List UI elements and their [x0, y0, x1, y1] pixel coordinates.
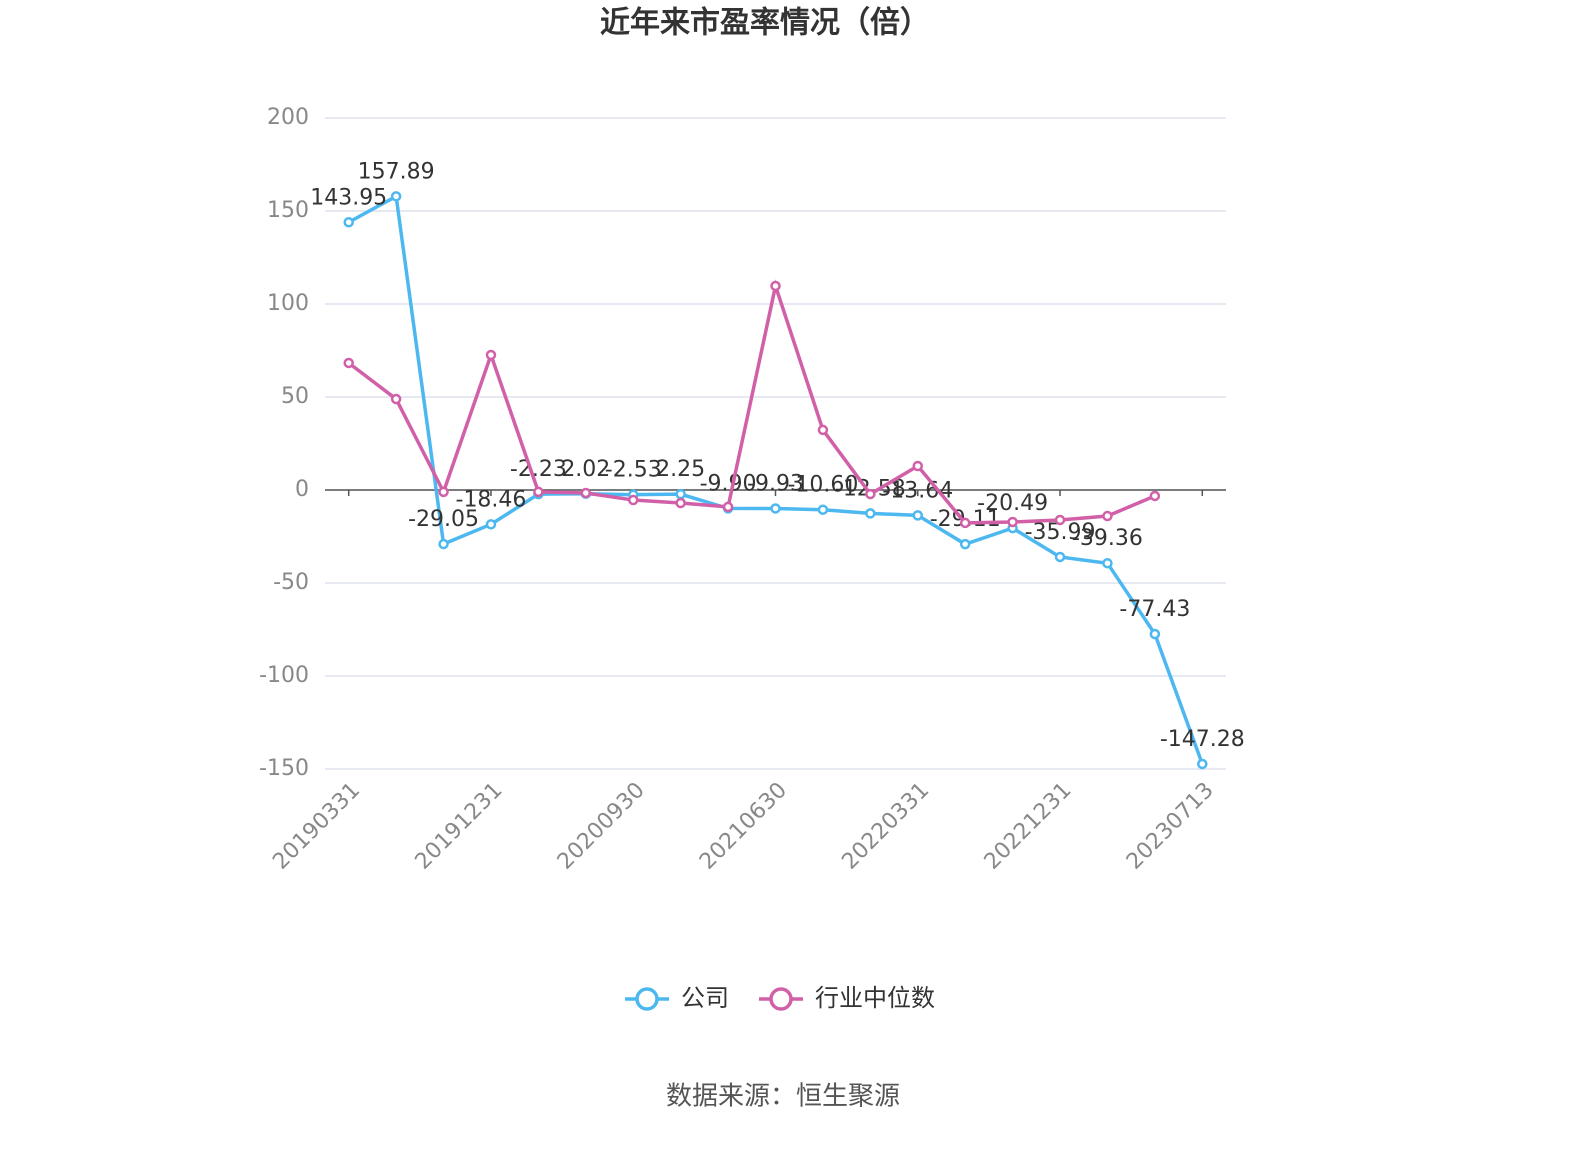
data-label: -9.93 — [747, 471, 804, 496]
data-label: -2.23 — [510, 457, 567, 482]
data-label: 2.25 — [656, 457, 705, 482]
x-tick-label: 20191231 — [411, 778, 508, 875]
x-tick-label: 20221231 — [980, 778, 1077, 875]
x-tick-label: 20210630 — [695, 778, 792, 875]
y-tick-label: 50 — [281, 384, 309, 409]
x-tick-label: 20200930 — [553, 778, 650, 875]
y-tick-label: 200 — [267, 105, 309, 130]
x-tick-label: 20230713 — [1122, 778, 1219, 875]
data-point — [343, 357, 354, 369]
data-point — [485, 349, 497, 361]
data-label: 157.89 — [358, 159, 435, 184]
data-point — [912, 510, 924, 521]
data-point — [1054, 551, 1066, 563]
legend-marker — [769, 987, 793, 1011]
data-point — [580, 487, 592, 499]
y-tick-label: -50 — [273, 570, 309, 595]
data-label: -9.90 — [700, 471, 757, 496]
data-point — [770, 503, 781, 514]
data-point — [959, 517, 971, 529]
data-label: 2.02 — [561, 457, 610, 482]
data-point — [1102, 557, 1113, 569]
legend-label: 公司 — [681, 984, 729, 1012]
data-point — [770, 280, 781, 292]
data-label: -39.36 — [1072, 526, 1143, 551]
y-tick-label: 150 — [267, 198, 309, 223]
data-point — [1149, 628, 1161, 640]
data-label: -10.60 — [787, 473, 858, 498]
series-line — [347, 279, 1156, 525]
data-point — [959, 538, 971, 550]
data-point — [865, 508, 876, 519]
data-label: -77.43 — [1119, 597, 1190, 622]
y-tick-label: 0 — [295, 477, 309, 502]
y-tick-label: -100 — [259, 663, 309, 688]
legend-marker — [635, 987, 659, 1011]
x-tick-label: 20190331 — [268, 778, 365, 875]
data-label: -18.46 — [456, 487, 527, 512]
y-tick-label: 100 — [267, 291, 309, 316]
data-point — [438, 538, 449, 550]
legend-label: 行业中位数 — [815, 984, 935, 1012]
data-point — [1197, 758, 1208, 770]
data-point — [675, 488, 686, 500]
data-point — [722, 501, 734, 513]
data-point — [1149, 490, 1161, 502]
data-label: -13.64 — [882, 478, 953, 503]
data-point — [865, 488, 876, 500]
data-point — [390, 393, 402, 405]
data-point — [485, 519, 497, 530]
y-tick-label: -150 — [259, 756, 309, 781]
data-point — [817, 504, 829, 515]
data-point — [912, 460, 924, 472]
data-point — [817, 424, 829, 436]
data-point — [1102, 510, 1113, 522]
data-label: -29.05 — [408, 507, 479, 532]
data-point — [627, 494, 639, 506]
data-point — [438, 486, 449, 498]
data-label: -2.53 — [605, 458, 662, 483]
data-label: -147.28 — [1160, 727, 1245, 752]
data-point — [390, 191, 402, 202]
chart-title: 近年来市盈率情况（倍） — [600, 6, 930, 41]
data-point — [343, 217, 354, 228]
x-tick-label: 20220331 — [837, 778, 934, 875]
data-point — [675, 497, 686, 509]
data-point — [1054, 514, 1066, 526]
data-label: 143.95 — [310, 185, 387, 210]
data-label: -20.49 — [977, 491, 1048, 516]
data-point — [1007, 516, 1018, 528]
data-point — [533, 486, 544, 498]
source-note: 数据来源：恒生聚源 — [666, 1082, 900, 1112]
